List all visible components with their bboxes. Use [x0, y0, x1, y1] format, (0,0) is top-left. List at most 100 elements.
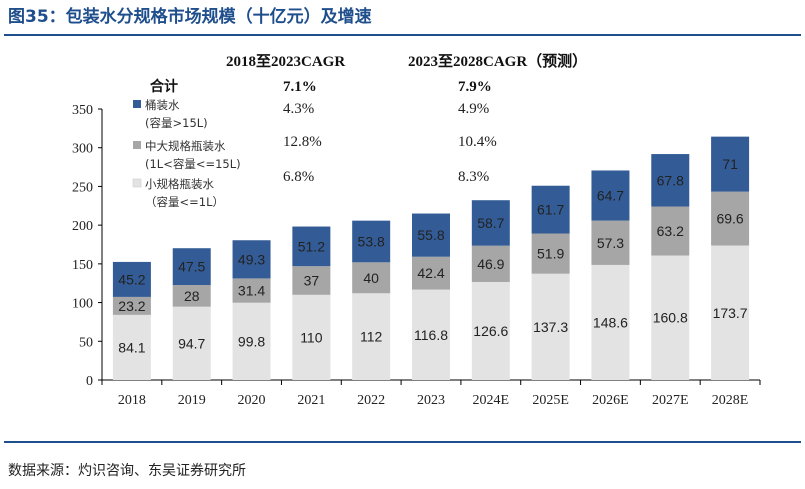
data-label-medium-2028E: 69.6 — [716, 211, 743, 227]
bar-medium-2025E — [531, 233, 570, 274]
stacked-bar-chart: 2018至2023CAGR 2023至2028CAGR（预测） 合计 7.1% … — [72, 52, 761, 408]
top-rule — [4, 34, 801, 36]
data-label-medium-2020: 31.4 — [238, 283, 265, 299]
legend-label-small-2: （容量<=1L） — [145, 195, 224, 209]
figure-title: 图35：包装水分规格市场规模（十亿元）及增速 — [8, 7, 372, 27]
bar-barrel-2020 — [232, 240, 271, 279]
bar-small-2026E — [591, 264, 630, 380]
total-cagr-2018-2023: 7.1% — [283, 79, 317, 95]
cagr-header-2023-2028: 2023至2028CAGR（预测） — [408, 52, 587, 70]
data-label-small-2024E: 126.6 — [473, 323, 508, 339]
bar-small-2027E — [651, 255, 690, 380]
y-tick-label: 250 — [72, 180, 93, 195]
bar-barrel-2018 — [112, 261, 151, 297]
x-tick-label: 2018 — [118, 393, 146, 408]
bar-small-2021 — [292, 294, 331, 380]
bar-medium-2018 — [112, 296, 151, 315]
data-label-small-2028E: 173.7 — [713, 305, 748, 321]
legend-label-medium-1: 中大规格瓶装水 — [145, 139, 226, 153]
x-tick-label: 2021 — [297, 393, 325, 408]
x-tick-label: 2024E — [473, 393, 510, 408]
y-tick-label: 100 — [72, 297, 93, 312]
bar-barrel-2021 — [292, 226, 331, 267]
data-label-barrel-2027E: 67.8 — [657, 172, 684, 188]
bar-medium-2028E — [711, 191, 750, 246]
legend-label-barrel-1: 桶装水 — [145, 98, 180, 112]
data-label-medium-2025E: 51.9 — [537, 246, 564, 262]
x-tick-label: 2023 — [417, 393, 445, 408]
bar-small-2018 — [112, 314, 151, 380]
data-label-barrel-2025E: 61.7 — [537, 202, 564, 218]
legend-label-small-1: 小规格瓶装水 — [145, 177, 214, 191]
data-label-medium-2022: 40 — [363, 270, 379, 286]
data-label-small-2019: 94.7 — [178, 335, 205, 351]
data-label-small-2020: 99.8 — [238, 333, 265, 349]
bar-small-2025E — [531, 273, 570, 380]
bar-small-2028E — [711, 245, 750, 380]
data-label-small-2022: 112 — [360, 329, 383, 345]
data-label-small-2023: 116.8 — [414, 327, 448, 343]
data-label-barrel-2021: 51.2 — [298, 238, 325, 254]
data-label-barrel-2023: 55.8 — [417, 227, 444, 243]
bar-small-2019 — [172, 306, 211, 380]
bar-small-2024E — [471, 281, 510, 380]
data-label-medium-2023: 42.4 — [417, 265, 444, 281]
x-tick-label: 2028E — [712, 393, 749, 408]
cagr-medium-2018-2023: 12.8% — [283, 134, 322, 150]
x-tick-label: 2026E — [592, 393, 629, 408]
data-label-medium-2027E: 63.2 — [657, 223, 684, 239]
legend-swatch-barrel — [133, 100, 141, 108]
bar-medium-2026E — [591, 220, 630, 265]
cagr-barrel-2023-2028: 4.9% — [458, 101, 489, 117]
legend-label-medium-2: (1L<容量<=15L) — [145, 157, 241, 171]
data-label-small-2021: 110 — [300, 329, 323, 345]
bar-small-2023 — [412, 289, 450, 380]
legend-swatch-medium — [133, 141, 141, 149]
cagr-medium-2023-2028: 10.4% — [458, 134, 497, 150]
x-tick-label: 2022 — [357, 393, 385, 408]
bar-barrel-2026E — [591, 170, 630, 221]
data-label-medium-2026E: 57.3 — [597, 235, 624, 251]
data-label-barrel-2019: 47.5 — [178, 259, 205, 275]
source-note: 数据来源：灼识咨询、东吴证券研究所 — [8, 463, 246, 479]
data-label-medium-2024E: 46.9 — [477, 256, 504, 272]
data-label-barrel-2020: 49.3 — [238, 251, 265, 267]
bar-barrel-2022 — [352, 220, 391, 263]
data-label-medium-2019: 28 — [184, 288, 200, 304]
cagr-small-2018-2023: 6.8% — [283, 169, 314, 185]
data-label-small-2025E: 137.3 — [533, 319, 568, 335]
bar-medium-2024E — [471, 245, 510, 282]
bar-small-2020 — [232, 302, 271, 380]
data-label-small-2026E: 148.6 — [593, 314, 628, 330]
y-tick-label: 200 — [72, 219, 93, 234]
bottom-rule — [4, 441, 801, 443]
bar-barrel-2019 — [172, 248, 211, 285]
bar-barrel-2023 — [412, 213, 450, 257]
data-label-small-2018: 84.1 — [118, 339, 145, 355]
cagr-barrel-2018-2023: 4.3% — [283, 101, 314, 117]
x-tick-label: 2019 — [178, 393, 206, 408]
data-label-barrel-2022: 53.8 — [358, 233, 385, 249]
bar-medium-2027E — [651, 206, 690, 256]
data-label-medium-2021: 37 — [304, 273, 320, 289]
bar-medium-2023 — [412, 256, 450, 290]
bar-barrel-2024E — [471, 200, 510, 246]
bar-barrel-2025E — [531, 185, 570, 234]
bar-medium-2021 — [292, 266, 331, 295]
y-tick-label: 0 — [86, 374, 93, 389]
y-tick-label: 300 — [72, 142, 93, 157]
data-label-barrel-2028E: 71 — [722, 156, 738, 172]
cagr-small-2023-2028: 8.3% — [458, 169, 489, 185]
bar-medium-2020 — [232, 278, 271, 303]
x-tick-label: 2027E — [652, 393, 689, 408]
legend-swatch-small — [132, 178, 142, 188]
bar-barrel-2028E — [711, 136, 750, 192]
data-label-small-2027E: 160.8 — [653, 310, 688, 326]
data-label-barrel-2018: 45.2 — [118, 271, 145, 287]
bar-medium-2022 — [352, 262, 391, 294]
legend-label-barrel-2: (容量>15L) — [145, 116, 208, 130]
bar-small-2022 — [352, 293, 391, 380]
cagr-header-2018-2023: 2018至2023CAGR — [226, 53, 345, 70]
total-label: 合计 — [150, 78, 178, 95]
total-cagr-2023-2028: 7.9% — [458, 79, 492, 95]
